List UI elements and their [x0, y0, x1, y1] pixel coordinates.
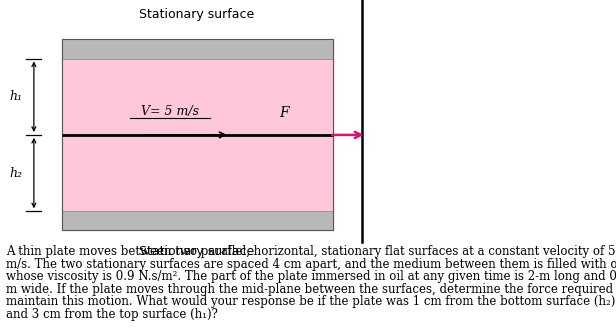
Text: and 3 cm from the top surface (h₁)?: and 3 cm from the top surface (h₁)? [6, 308, 218, 321]
Text: V= 5 m/s: V= 5 m/s [141, 105, 199, 118]
Text: Stationary surface: Stationary surface [139, 8, 255, 21]
Bar [62, 39, 333, 230]
Text: Stationary surface: Stationary surface [139, 245, 255, 258]
Text: whose viscosity is 0.9 N.s/m². The part of the plate immersed in oil at any give: whose viscosity is 0.9 N.s/m². The part … [6, 270, 616, 283]
Text: A thin plate moves between two parallel, horizontal, stationary flat surfaces at: A thin plate moves between two parallel,… [6, 245, 615, 258]
Bar [62, 39, 333, 230]
Text: h₂: h₂ [10, 166, 23, 180]
Text: maintain this motion. What would your response be if the plate was 1 cm from the: maintain this motion. What would your re… [6, 295, 615, 308]
Text: m wide. If the plate moves through the mid-plane between the surfaces, determine: m wide. If the plate moves through the m… [6, 283, 616, 296]
Bar [62, 39, 333, 59]
Text: h₁: h₁ [10, 90, 23, 103]
Bar [62, 211, 333, 230]
Text: m/s. The two stationary surfaces are spaced 4 cm apart, and the medium between t: m/s. The two stationary surfaces are spa… [6, 258, 616, 271]
Text: F: F [279, 106, 289, 120]
